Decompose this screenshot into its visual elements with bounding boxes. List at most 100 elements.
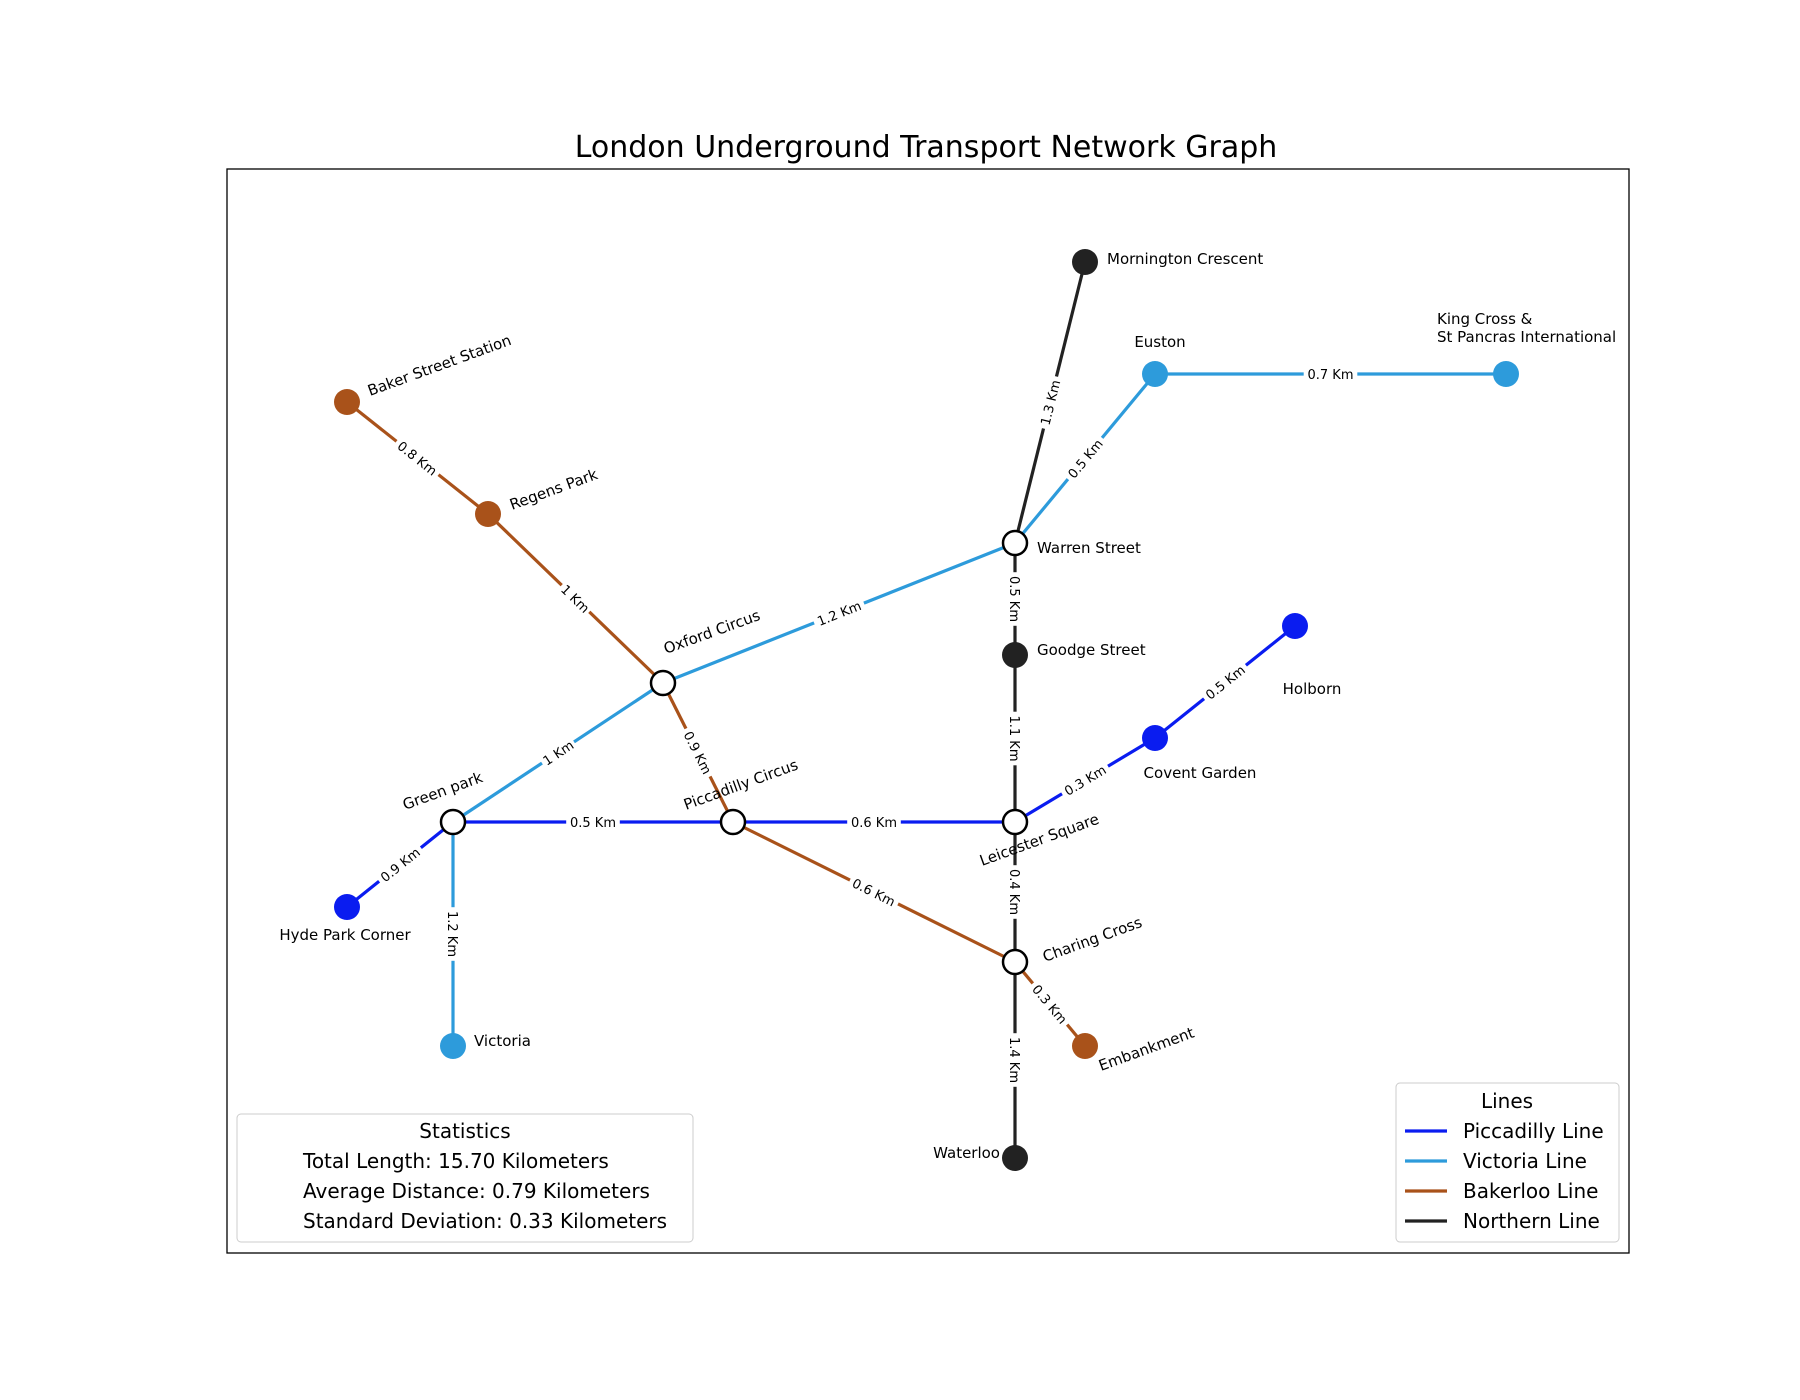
edge-label-charing-embankment: 0.3 Km — [1025, 977, 1075, 1031]
edge-label-green-victoria: 1.2 Km — [444, 907, 462, 961]
station-node-mornington — [1072, 249, 1098, 275]
edges-layer — [345, 261, 1506, 1158]
station-label-mornington: Mornington Crescent — [1107, 250, 1263, 268]
legend-label-northern: Northern Line — [1463, 1209, 1600, 1233]
edge-distance-label: 1.1 Km — [1006, 716, 1021, 762]
edge-label-warren-goodge: 0.5 Km — [1006, 572, 1024, 626]
plot-frame — [226, 168, 1630, 1254]
statistics-average: Average Distance: 0.79 Kilometers — [303, 1179, 650, 1203]
legend-frame — [1395, 1082, 1620, 1243]
station-node-embankment — [1072, 1033, 1098, 1059]
station-node-leicester — [1001, 808, 1029, 836]
edge-label-covent-holborn: 0.5 Km — [1198, 658, 1252, 706]
station-label-euston: Euston — [1134, 333, 1185, 351]
station-node-regens — [475, 501, 501, 527]
edge-label-bg — [845, 872, 903, 912]
station-node-piccadilly — [719, 808, 747, 836]
station-node-charing — [1001, 948, 1029, 976]
nodes-layer — [334, 249, 1519, 1171]
edge-label-goodge-leicester: 1.1 Km — [1006, 711, 1024, 766]
edge-label-euston-kingscross: 0.7 Km — [1303, 365, 1358, 383]
legend-items: Piccadilly Line Victoria Line Bakerloo Lin… — [1405, 1119, 1604, 1233]
edge-label-piccadilly-leicester: 0.6 Km — [847, 813, 901, 831]
legend-label-piccadilly: Piccadilly Line — [1463, 1119, 1604, 1143]
edge-distance-label: 0.5 Km — [570, 816, 616, 831]
edge-label-bg — [1006, 572, 1024, 626]
station-label-charing: Charing Cross — [1040, 913, 1144, 966]
edge-label-bg — [677, 724, 719, 781]
edge-label-leicester-charing: 0.4 Km — [1006, 865, 1024, 919]
station-node-goodge — [1002, 642, 1028, 668]
station-node-holborn — [1282, 613, 1308, 639]
edge-label-oxford-piccadilly: 0.9 Km — [677, 724, 719, 781]
edge-label-bg — [1303, 365, 1358, 383]
edge-label-bg — [373, 840, 427, 889]
edge-label-bg — [1006, 711, 1024, 766]
edge-label-bg — [444, 907, 462, 961]
edge-label-bg — [566, 813, 620, 831]
station-label-holborn: Holborn — [1283, 680, 1342, 698]
edge-distance-label: 1.2 Km — [444, 911, 459, 957]
edge-label-green-piccadilly: 0.5 Km — [566, 813, 620, 831]
legend-title: Lines — [1481, 1089, 1533, 1113]
station-node-euston — [1142, 361, 1168, 387]
station-label-regens: Regens Park — [507, 465, 600, 514]
edge-distance-label: 0.6 Km — [851, 816, 897, 831]
edge-label-bg — [847, 813, 901, 831]
statistics-frame — [236, 1113, 694, 1243]
station-label-covent: Covent Garden — [1144, 764, 1257, 782]
legend: Lines Piccadilly Line Victoria Line Bakerl… — [1395, 1082, 1620, 1243]
station-node-waterloo — [1002, 1145, 1028, 1171]
statistics-title: Statistics — [419, 1119, 510, 1143]
station-label-victoria: Victoria — [474, 1032, 531, 1050]
station-node-victoria — [440, 1033, 466, 1059]
edge-label-bg — [1057, 758, 1113, 802]
station-label-embankment: Embankment — [1096, 1024, 1196, 1075]
station-node-oxford — [649, 669, 677, 697]
edge-label-bg — [555, 578, 596, 619]
station-node-covent — [1142, 725, 1168, 751]
edge-labels-layer: 0.8 Km1 Km0.9 Km0.6 Km0.3 Km1 Km1.2 Km1.… — [373, 365, 1358, 1087]
edge-distance-label: 0.6 Km — [849, 876, 897, 910]
station-node-green — [439, 808, 467, 836]
edge-distance-label: 0.7 Km — [1308, 368, 1354, 383]
statistics-total: Total Length: 15.70 Kilometers — [302, 1149, 609, 1173]
edge-label-hyde-green: 0.9 Km — [373, 840, 427, 889]
edge-label-bg — [810, 594, 868, 632]
station-node-hyde — [334, 894, 360, 920]
edge-distance-label: 0.5 Km — [1006, 576, 1021, 622]
station-node-kingscross — [1493, 361, 1519, 387]
statistics-box: Statistics Total Length: 15.70 Kilometer… — [236, 1113, 694, 1243]
edge-label-charing-waterloo: 1.4 Km — [1006, 1033, 1024, 1087]
legend-label-victoria: Victoria Line — [1463, 1149, 1587, 1173]
statistics-stddev: Standard Deviation: 0.33 Kilometers — [303, 1209, 667, 1233]
edge-label-bg — [1006, 1033, 1024, 1087]
station-node-baker — [334, 389, 360, 415]
edge-label-baker-regens: 0.8 Km — [390, 434, 445, 482]
station-label-goodge: Goodge Street — [1037, 641, 1146, 659]
station-node-warren — [1001, 529, 1029, 557]
edge-label-oxford-warren: 1.2 Km — [810, 594, 868, 632]
edge-label-bg — [390, 434, 445, 482]
edge-label-leicester-covent: 0.3 Km — [1057, 758, 1113, 802]
edge-label-mornington-warren: 1.3 Km — [1034, 374, 1066, 431]
station-label-waterloo: Waterloo — [933, 1144, 1000, 1162]
edge-label-bg — [1198, 658, 1252, 706]
station-label-leicester: Leicester Square — [977, 810, 1101, 870]
edge-label-bg — [1060, 432, 1110, 485]
edge-distance-label: 0.9 Km — [680, 729, 714, 777]
edge-label-warren-euston: 0.5 Km — [1060, 432, 1110, 485]
station-label-green: Green park — [400, 768, 485, 814]
edge-label-bg — [1034, 374, 1066, 431]
edge-distance-label: 1.4 Km — [1006, 1037, 1021, 1083]
edge-label-bg — [1025, 977, 1075, 1031]
edge-label-bg — [537, 734, 579, 771]
edge-label-piccadilly-charing: 0.6 Km — [845, 872, 903, 912]
station-label-baker: Baker Street Station — [365, 331, 514, 400]
station-label-kingscross: King Cross & St Pancras International — [1437, 310, 1616, 346]
legend-label-bakerloo: Bakerloo Line — [1463, 1179, 1598, 1203]
station-label-hyde: Hyde Park Corner — [279, 926, 411, 944]
edge-label-bg — [1006, 865, 1024, 919]
